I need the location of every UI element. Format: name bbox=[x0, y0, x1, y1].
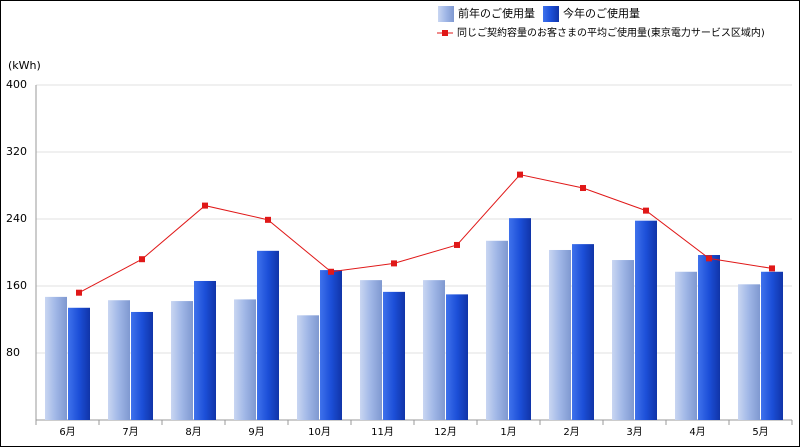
y-tick-label: 80 bbox=[6, 346, 20, 359]
line-marker bbox=[643, 207, 649, 214]
bar bbox=[549, 249, 571, 420]
line-marker bbox=[265, 216, 271, 223]
line-marker bbox=[76, 289, 82, 296]
legend-label: 前年のご使用量 bbox=[458, 6, 535, 20]
x-tick-label: 4月 bbox=[689, 426, 705, 438]
bar bbox=[675, 271, 697, 420]
bar bbox=[509, 218, 531, 420]
bar bbox=[612, 260, 634, 420]
line-marker bbox=[328, 268, 334, 275]
bar bbox=[383, 291, 405, 420]
x-tick-label: 2月 bbox=[563, 426, 579, 438]
legend-label: 同じご契約容量のお客さまの平均ご使用量(東京電力サービス区域内) bbox=[457, 26, 765, 39]
bar bbox=[257, 250, 279, 420]
y-tick-label: 400 bbox=[6, 78, 27, 91]
legend-swatch bbox=[438, 6, 454, 22]
line-marker bbox=[517, 171, 523, 178]
bar bbox=[171, 301, 193, 420]
bar bbox=[68, 307, 90, 420]
y-tick-label: 320 bbox=[6, 145, 27, 158]
line-marker bbox=[391, 260, 397, 267]
line-marker bbox=[706, 255, 712, 262]
bar bbox=[194, 280, 216, 420]
x-tick-label: 10月 bbox=[308, 426, 331, 438]
x-tick-label: 1月 bbox=[500, 426, 516, 438]
bar bbox=[738, 284, 760, 420]
bar bbox=[761, 271, 783, 420]
line-marker bbox=[202, 202, 208, 209]
x-tick-label: 3月 bbox=[626, 426, 642, 438]
bar bbox=[360, 280, 382, 420]
line-marker bbox=[454, 241, 460, 248]
x-tick-label: 8月 bbox=[185, 426, 201, 438]
line-marker bbox=[580, 185, 586, 192]
line bbox=[78, 174, 773, 294]
bar bbox=[635, 220, 657, 420]
bar bbox=[698, 255, 720, 420]
y-tick-label: 240 bbox=[6, 212, 27, 225]
line-marker bbox=[139, 256, 145, 263]
bar bbox=[297, 315, 319, 420]
y-tick-label: 160 bbox=[6, 279, 27, 292]
legend-marker bbox=[442, 30, 448, 36]
legend-swatch bbox=[543, 6, 559, 22]
bar bbox=[131, 311, 153, 420]
bar bbox=[45, 296, 67, 420]
x-tick-label: 6月 bbox=[59, 426, 75, 438]
bar bbox=[423, 280, 445, 420]
x-tick-label: 5月 bbox=[752, 426, 768, 438]
x-tick-label: 7月 bbox=[122, 426, 138, 438]
line-marker bbox=[769, 265, 775, 272]
legend-label: 今年のご使用量 bbox=[563, 6, 640, 20]
bar bbox=[320, 270, 342, 420]
bar bbox=[108, 300, 130, 420]
bar bbox=[234, 299, 256, 420]
bar bbox=[486, 240, 508, 420]
x-tick-label: 11月 bbox=[371, 426, 394, 438]
x-tick-label: 12月 bbox=[434, 426, 457, 438]
bar bbox=[572, 244, 594, 420]
bar bbox=[446, 294, 468, 420]
y-axis-label: (kWh) bbox=[8, 59, 41, 72]
x-tick-label: 9月 bbox=[248, 426, 264, 438]
